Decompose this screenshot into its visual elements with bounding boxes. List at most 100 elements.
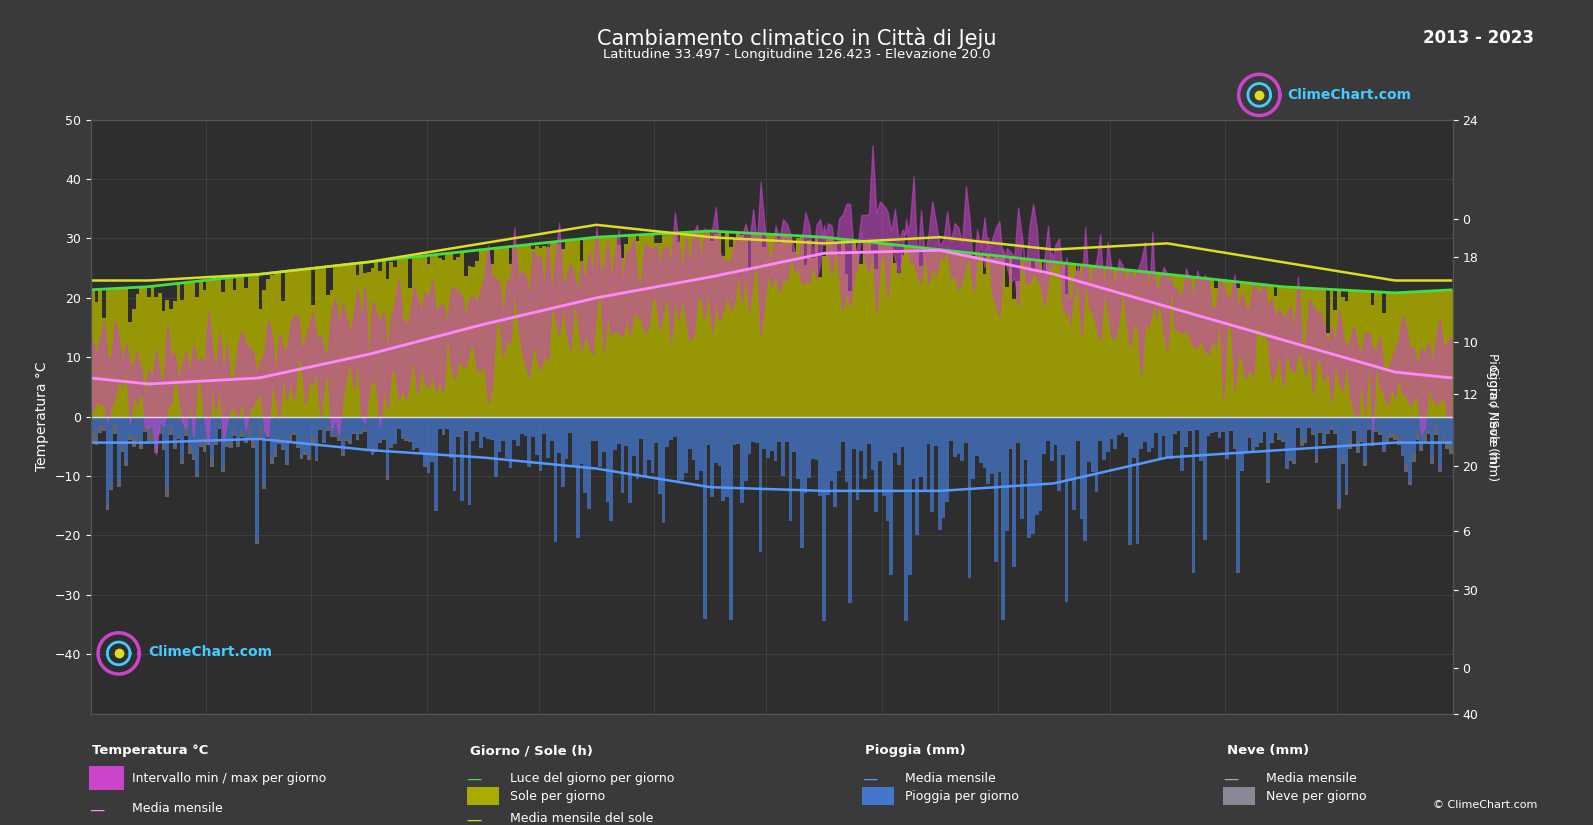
Bar <box>1195 277 1200 417</box>
Bar <box>505 417 508 458</box>
Bar <box>755 417 758 443</box>
Bar <box>803 417 808 493</box>
Bar <box>143 427 147 431</box>
Bar <box>449 253 452 417</box>
Bar <box>1341 459 1344 464</box>
Text: —: — <box>862 771 878 786</box>
Bar <box>1370 305 1375 417</box>
Bar <box>730 417 733 620</box>
Bar <box>460 417 464 501</box>
Bar <box>296 270 299 417</box>
Bar <box>382 417 386 438</box>
Bar <box>710 241 714 417</box>
Bar <box>299 417 304 455</box>
Bar <box>1270 441 1274 443</box>
Bar <box>550 242 553 417</box>
Bar <box>185 282 188 417</box>
Bar <box>333 436 338 437</box>
Bar <box>322 417 327 441</box>
Bar <box>1325 417 1330 431</box>
Bar <box>991 258 994 417</box>
Bar <box>594 417 599 441</box>
Bar <box>121 417 124 443</box>
Bar <box>725 417 730 497</box>
Bar <box>196 297 199 417</box>
Bar <box>494 248 497 417</box>
Bar <box>956 417 961 454</box>
Bar <box>680 233 683 417</box>
Bar <box>1039 261 1042 417</box>
Bar <box>833 417 836 507</box>
Bar <box>1278 286 1281 417</box>
Bar <box>803 265 808 417</box>
Bar <box>519 245 524 417</box>
Bar <box>472 417 475 441</box>
Bar <box>139 287 143 417</box>
Text: —: — <box>1223 771 1239 786</box>
Bar <box>307 455 311 460</box>
Bar <box>199 443 202 447</box>
Bar <box>763 417 766 449</box>
Bar <box>792 252 796 417</box>
Bar <box>1394 293 1397 417</box>
Bar <box>900 255 905 417</box>
Bar <box>1200 278 1203 417</box>
Bar <box>1247 417 1252 436</box>
Bar <box>102 417 105 427</box>
Bar <box>1352 417 1356 427</box>
Bar <box>1035 260 1039 417</box>
Bar <box>233 427 236 436</box>
Bar <box>1348 290 1352 417</box>
Bar <box>867 242 871 417</box>
Bar <box>1408 481 1411 485</box>
Bar <box>1252 451 1255 453</box>
Bar <box>1013 299 1016 417</box>
Bar <box>1080 417 1083 519</box>
Bar <box>344 436 349 441</box>
Bar <box>419 257 422 417</box>
Bar <box>703 231 707 417</box>
Bar <box>416 257 419 417</box>
Bar <box>446 253 449 417</box>
Bar <box>304 452 307 455</box>
Bar <box>135 417 139 436</box>
Bar <box>1247 436 1252 438</box>
Bar <box>1325 333 1330 417</box>
Bar <box>422 465 427 467</box>
Bar <box>315 459 319 461</box>
Bar <box>180 460 185 464</box>
Bar <box>613 417 616 450</box>
Bar <box>304 417 307 452</box>
Bar <box>1359 291 1364 417</box>
Bar <box>680 417 683 479</box>
Y-axis label: Pioggia / Neve (mm): Pioggia / Neve (mm) <box>1486 352 1499 481</box>
Bar <box>905 417 908 620</box>
Bar <box>1128 417 1133 545</box>
Bar <box>1400 417 1405 452</box>
Bar <box>1359 437 1364 442</box>
Text: Pioggia (mm): Pioggia (mm) <box>865 744 965 757</box>
Bar <box>180 417 185 460</box>
Bar <box>849 291 852 417</box>
Bar <box>650 234 655 417</box>
Bar <box>344 417 349 436</box>
Bar <box>1102 267 1106 417</box>
Bar <box>1225 458 1228 459</box>
Bar <box>930 249 933 417</box>
Bar <box>382 438 386 441</box>
Bar <box>464 276 468 417</box>
Bar <box>349 417 352 439</box>
Bar <box>527 244 530 417</box>
Bar <box>269 275 274 417</box>
Bar <box>378 417 382 441</box>
Bar <box>218 424 221 429</box>
Bar <box>852 417 855 449</box>
Bar <box>825 238 830 417</box>
Bar <box>327 295 330 417</box>
Bar <box>158 417 162 428</box>
Bar <box>1155 273 1158 417</box>
Bar <box>191 417 196 455</box>
Bar <box>247 425 252 439</box>
Bar <box>894 417 897 453</box>
Bar <box>636 417 639 479</box>
